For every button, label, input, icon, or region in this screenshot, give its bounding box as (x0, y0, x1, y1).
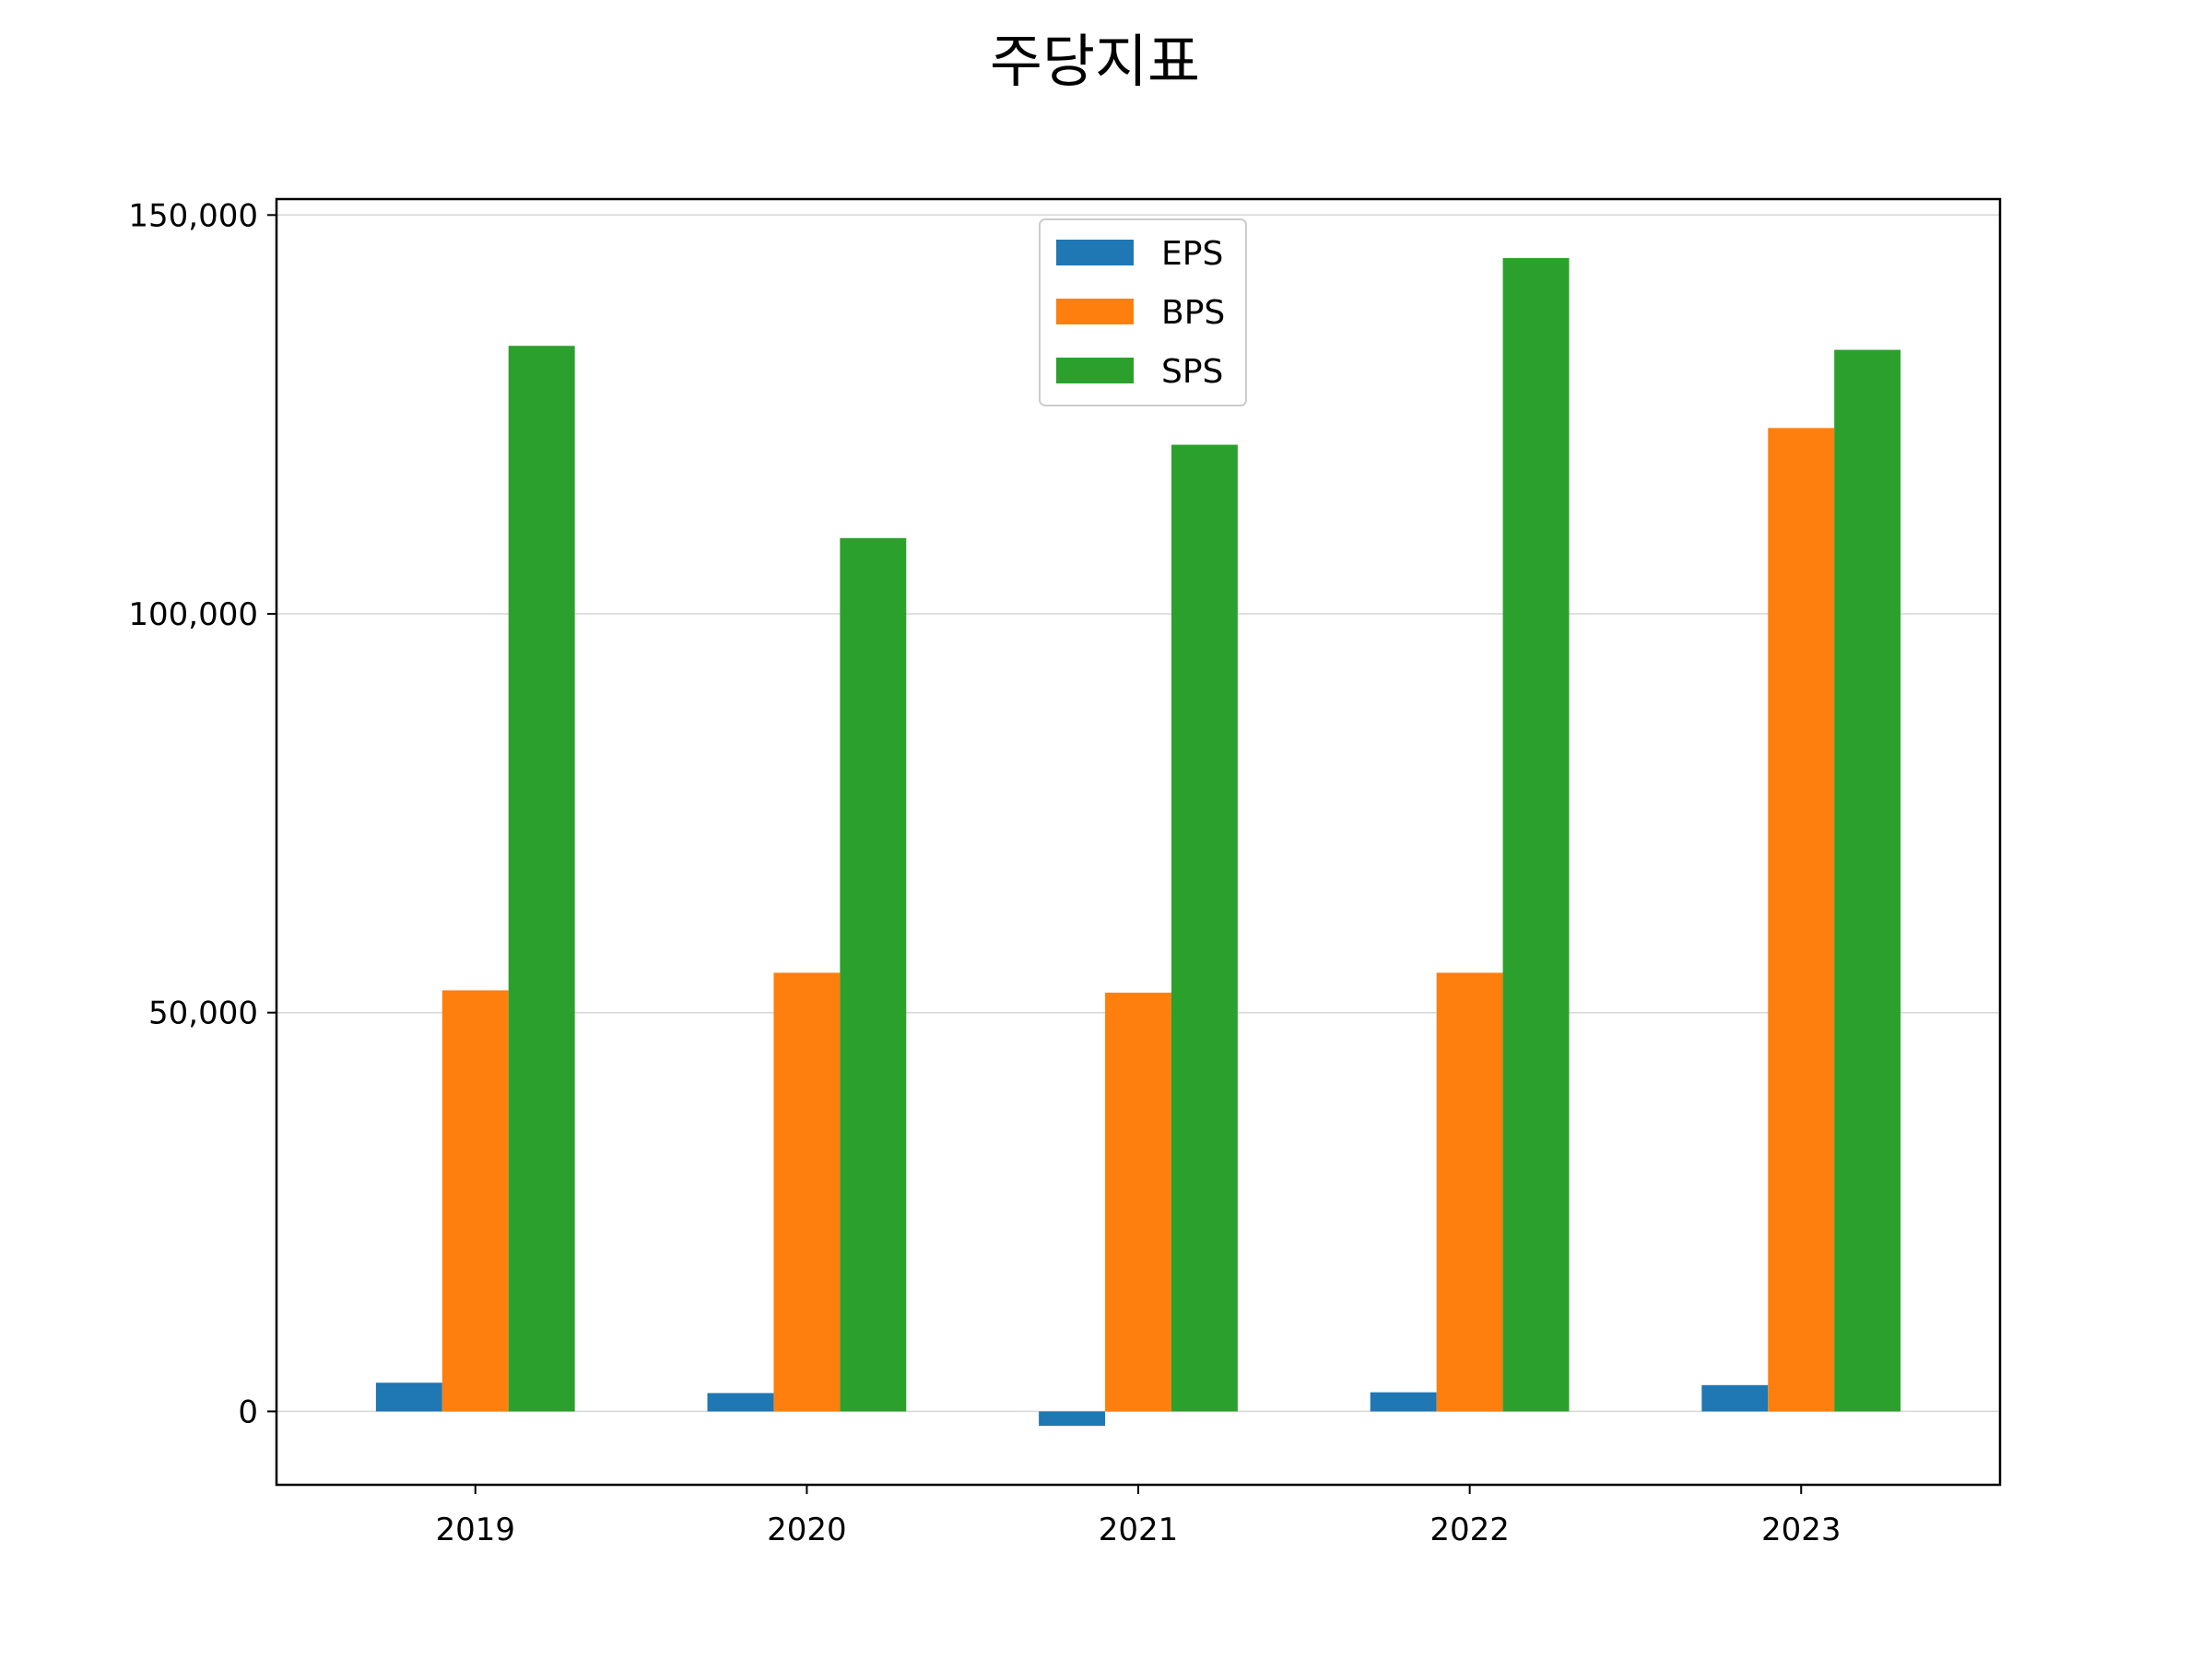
bar-bps-2022 (1436, 972, 1503, 1412)
bar-bps-2023 (1768, 428, 1835, 1412)
bar-eps-2023 (1701, 1384, 1769, 1412)
legend-item-eps: EPS (1056, 235, 1223, 273)
bar-sps-2020 (840, 537, 907, 1412)
bar-eps-2022 (1370, 1392, 1437, 1412)
x-tick-label-2: 2021 (1099, 1512, 1179, 1548)
bar-bps-2019 (441, 990, 509, 1412)
legend-swatch-bps (1056, 299, 1134, 324)
x-axis: 2019 2020 2021 2022 2023 (436, 1485, 1841, 1548)
legend-label-eps: EPS (1161, 235, 1223, 273)
series-bps (441, 428, 1835, 1412)
legend-swatch-eps (1056, 240, 1134, 265)
bars (375, 258, 1901, 1426)
bar-sps-2022 (1502, 258, 1570, 1412)
legend-label-sps: SPS (1161, 353, 1223, 391)
x-tick-label-3: 2022 (1430, 1512, 1510, 1548)
x-tick-label-4: 2023 (1761, 1512, 1841, 1548)
chart-title: 주당지표 (990, 28, 1200, 95)
legend-item-sps: SPS (1056, 353, 1223, 391)
y-tick-label-2: 100,000 (128, 596, 258, 633)
y-tick-label-1: 50,000 (148, 995, 258, 1032)
bar-bps-2020 (773, 972, 841, 1412)
series-eps (375, 1382, 1769, 1426)
bar-sps-2021 (1171, 444, 1238, 1412)
bar-sps-2023 (1834, 349, 1901, 1412)
bar-bps-2021 (1105, 993, 1171, 1412)
legend-label-bps: BPS (1161, 294, 1225, 332)
x-tick-label-1: 2020 (767, 1512, 847, 1548)
legend-item-bps: BPS (1056, 294, 1225, 332)
bar-eps-2021 (1039, 1411, 1106, 1426)
bar-sps-2019 (508, 346, 575, 1412)
y-axis: 0 50,000 100,000 150,000 (128, 197, 276, 1430)
series-sps (508, 258, 1901, 1412)
x-tick-label-0: 2019 (436, 1512, 516, 1548)
bar-eps-2020 (707, 1393, 774, 1412)
y-tick-label-3: 150,000 (128, 197, 258, 234)
legend-swatch-sps (1056, 358, 1134, 383)
y-tick-label-0: 0 (238, 1394, 258, 1430)
bar-eps-2019 (375, 1382, 442, 1412)
legend: EPS BPS SPS (1039, 218, 1247, 406)
